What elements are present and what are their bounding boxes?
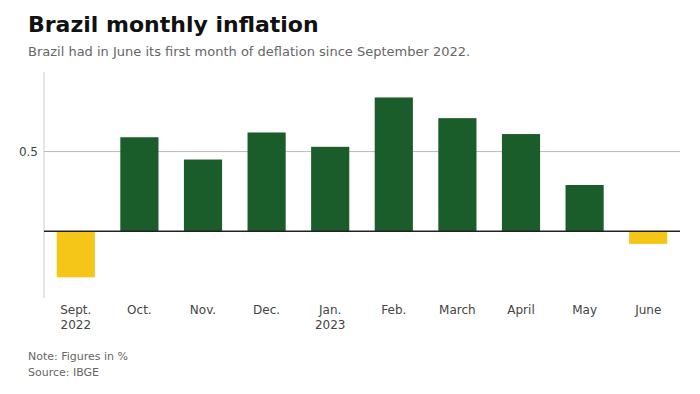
chart-container: Brazil monthly inflation Brazil had in Ju… <box>0 0 700 394</box>
title: Brazil monthly inflation <box>28 12 319 37</box>
x-tick-label-line: Sept. <box>60 303 91 317</box>
x-tick-label-line: 2023 <box>315 318 346 332</box>
bar <box>566 185 604 231</box>
x-tick-label: March <box>439 303 476 317</box>
bar <box>57 231 95 277</box>
x-tick-label-line: Oct. <box>127 303 152 317</box>
x-tick-label-line: Dec. <box>253 303 280 317</box>
note: Note: Figures in % Source: IBGE <box>28 350 128 379</box>
chart: Brazil monthly inflation Brazil had in Ju… <box>0 0 700 394</box>
subtitle: Brazil had in June its first month of de… <box>28 44 470 59</box>
x-tick-label: June <box>634 303 661 317</box>
y-tick-label: 0.5 <box>19 145 38 159</box>
x-tick-label-line: Feb. <box>381 303 406 317</box>
x-tick-label: Oct. <box>127 303 152 317</box>
x-tick-label: Dec. <box>253 303 280 317</box>
x-tick-label: May <box>572 303 597 317</box>
bar <box>184 160 222 232</box>
note-line: Source: IBGE <box>28 366 99 379</box>
bar <box>248 132 286 231</box>
x-tick-label-line: May <box>572 303 597 317</box>
bar <box>311 147 349 231</box>
bar <box>438 118 476 231</box>
x-tick-label: Nov. <box>190 303 216 317</box>
bar <box>502 134 540 231</box>
x-tick-label-line: June <box>634 303 661 317</box>
y-axis <box>44 72 45 298</box>
zero-line <box>44 230 680 232</box>
note-line: Note: Figures in % <box>28 350 128 363</box>
x-tick-label: Sept.2022 <box>60 303 91 332</box>
x-tick-label-line: April <box>507 303 534 317</box>
x-tick-label-line: Jan. <box>318 303 341 317</box>
x-tick-label-line: March <box>439 303 476 317</box>
x-tick-label: April <box>507 303 534 317</box>
bar <box>120 137 158 231</box>
x-tick-label-line: 2022 <box>61 318 92 332</box>
bars <box>57 97 668 277</box>
bar <box>375 97 413 231</box>
x-tick-label: Jan.2023 <box>315 303 346 332</box>
x-tick-label-line: Nov. <box>190 303 216 317</box>
x-tick-label: Feb. <box>381 303 406 317</box>
bar <box>629 231 667 244</box>
